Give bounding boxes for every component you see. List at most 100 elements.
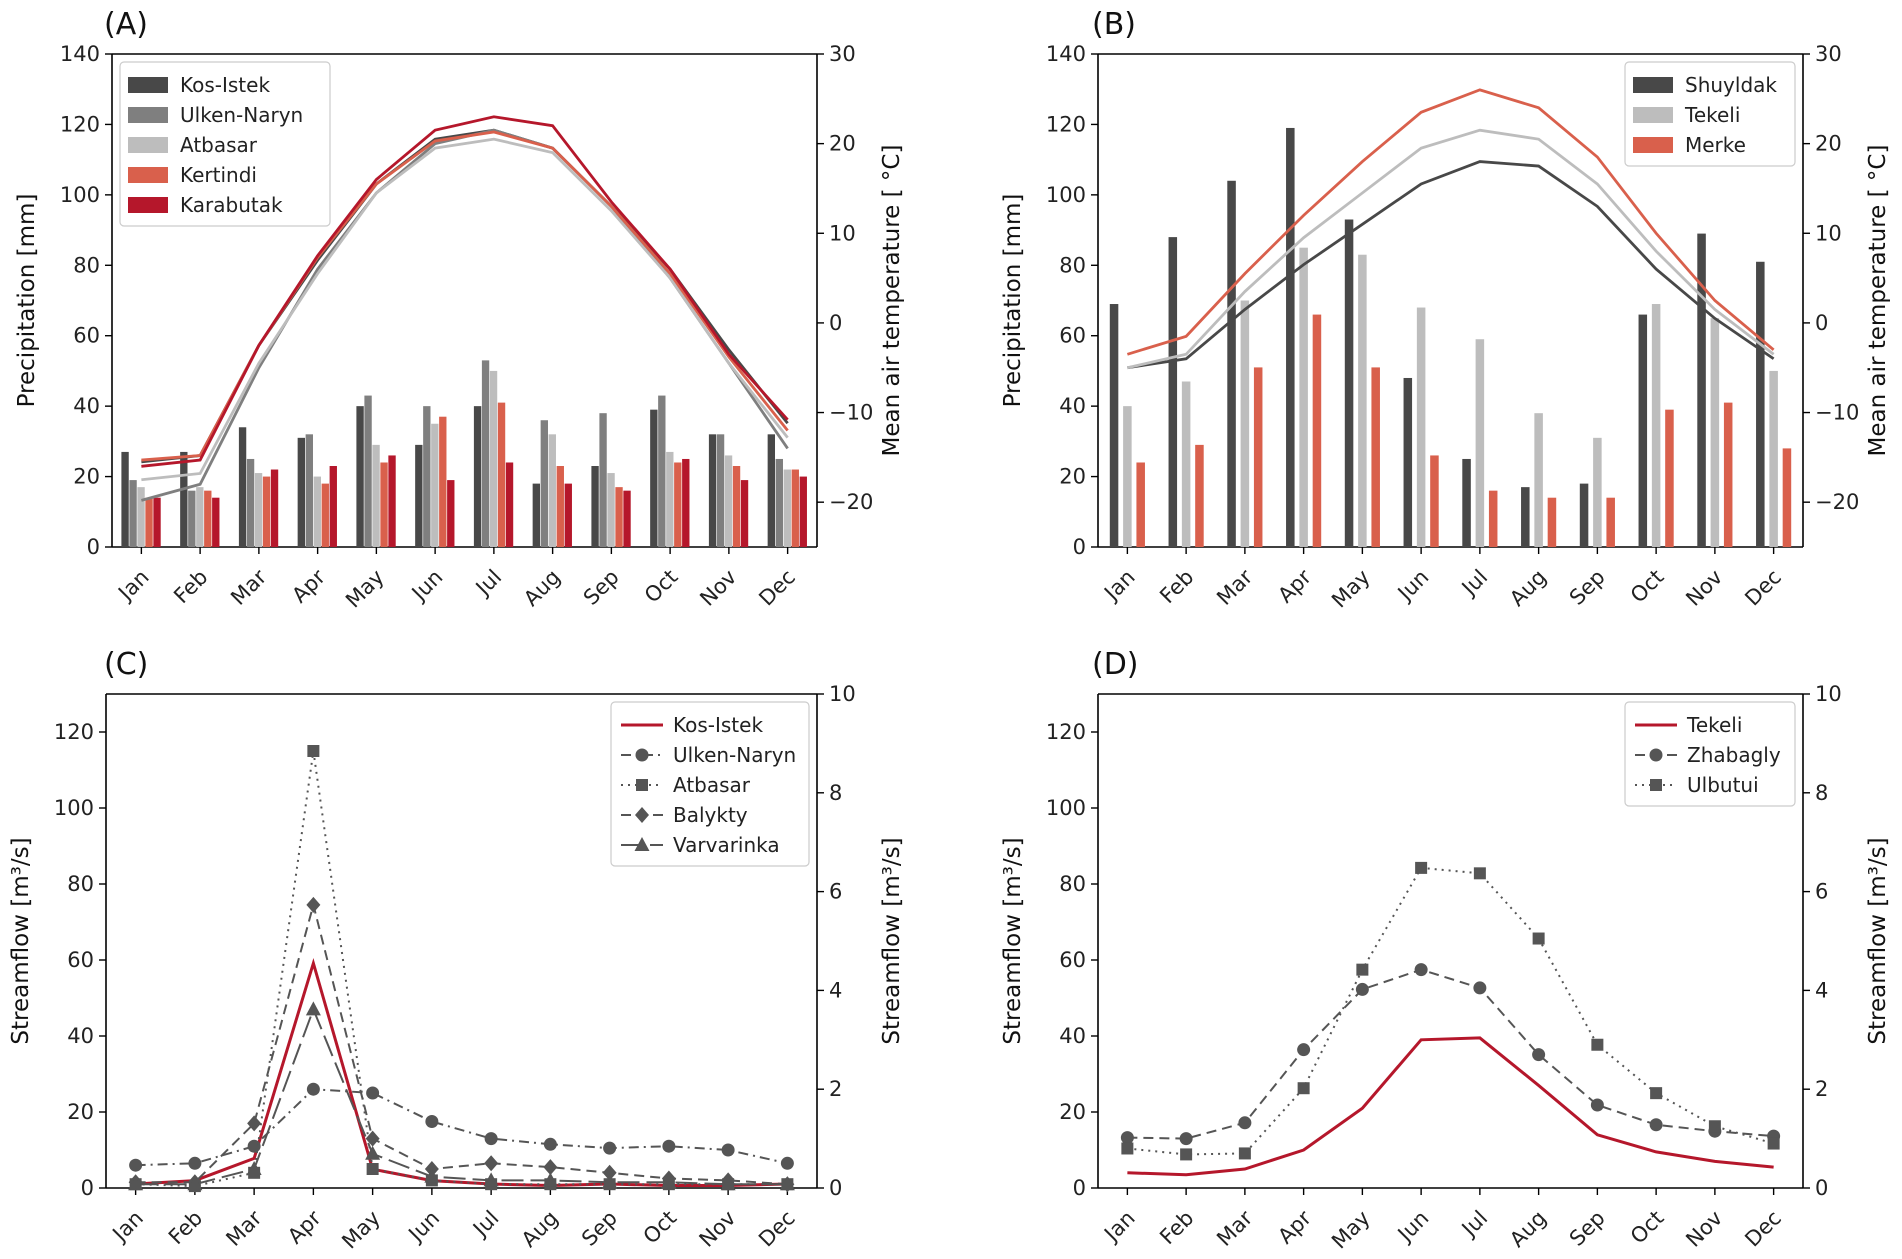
precip-bar bbox=[439, 416, 447, 547]
legend-box bbox=[610, 701, 810, 867]
precip-bar bbox=[540, 420, 548, 547]
y2-tick-label: −10 bbox=[829, 401, 873, 425]
precip-bar bbox=[153, 497, 161, 547]
data-point-marker bbox=[1591, 1038, 1604, 1051]
legend-label: Kos-Istek bbox=[180, 73, 270, 97]
data-point-marker bbox=[1708, 1120, 1721, 1133]
x-tick-label: Mar bbox=[226, 565, 271, 610]
streamflow-line bbox=[135, 1006, 788, 1186]
panel-label: (D) bbox=[1092, 647, 1139, 682]
legend-label: Kos-Istek bbox=[673, 713, 763, 737]
y-tick-label: 120 bbox=[60, 112, 100, 136]
x-tick-label: Sep bbox=[1565, 565, 1610, 610]
legend-marker bbox=[635, 748, 649, 762]
precip-bar bbox=[380, 462, 388, 547]
precip-bar bbox=[548, 434, 556, 547]
temperature-line bbox=[1127, 128, 1775, 370]
data-point-marker bbox=[1238, 1147, 1251, 1160]
data-point-marker bbox=[1415, 861, 1428, 874]
x-tick-label: Nov bbox=[695, 565, 741, 611]
x-tick-label: Mar bbox=[1212, 1206, 1257, 1251]
y-tick-label: 40 bbox=[73, 394, 100, 418]
precip-bar bbox=[1488, 490, 1498, 547]
precip-bar bbox=[415, 444, 423, 547]
legend: Tekeli Zhabagly Ulbutui bbox=[1624, 701, 1796, 807]
precip-bar bbox=[607, 473, 615, 547]
precip-bar bbox=[246, 458, 255, 547]
precip-bar bbox=[313, 476, 321, 547]
y2-tick-label: 0 bbox=[1815, 311, 1828, 335]
y2-tick-label: 20 bbox=[1815, 132, 1842, 156]
x-tick-label: Jul bbox=[467, 1206, 503, 1242]
legend-label: Shuyldak bbox=[1685, 73, 1777, 97]
x-tick-label: Aug bbox=[1505, 565, 1551, 611]
data-point-marker bbox=[424, 1168, 440, 1183]
precip-bar bbox=[767, 434, 776, 547]
x-tick-label: Feb bbox=[1155, 565, 1198, 608]
legend-label: Balykty bbox=[673, 803, 748, 827]
precip-bar bbox=[1416, 307, 1426, 547]
precip-bar bbox=[740, 480, 749, 547]
y2-tick-label: −20 bbox=[829, 490, 873, 514]
precip-bar bbox=[1430, 455, 1439, 547]
precip-bar bbox=[650, 409, 658, 547]
x-tick-label: May bbox=[1327, 1206, 1375, 1254]
y-axis-title: Precipitation [mm] bbox=[14, 194, 40, 408]
data-point-marker bbox=[366, 1163, 379, 1175]
legend-label: Atbasar bbox=[673, 773, 751, 797]
y-tick-label: 60 bbox=[73, 324, 100, 348]
legend-marker bbox=[635, 807, 649, 823]
y-axis-title: Streamflow [m³/s] bbox=[1000, 837, 1026, 1044]
data-point-marker bbox=[365, 1130, 380, 1147]
legend-swatch bbox=[1633, 107, 1673, 123]
data-point-marker bbox=[1355, 982, 1369, 996]
precip-bar bbox=[254, 473, 263, 547]
precip-bar bbox=[329, 466, 337, 547]
legend-marker bbox=[1650, 779, 1662, 791]
y-tick-label: 40 bbox=[1059, 394, 1086, 418]
data-point-marker bbox=[247, 1115, 262, 1132]
legend-label: Kertindi bbox=[180, 163, 257, 187]
precip-bar bbox=[372, 444, 380, 547]
x-tick-label: May bbox=[337, 1206, 385, 1254]
y-tick-label: 0 bbox=[87, 535, 100, 559]
precip-bar bbox=[321, 483, 329, 547]
precip-bar bbox=[775, 458, 783, 547]
precip-bar bbox=[564, 483, 572, 547]
streamflow-line bbox=[135, 900, 788, 1186]
panel-label: (C) bbox=[104, 647, 148, 682]
precip-bar bbox=[716, 434, 725, 547]
data-point-marker bbox=[1297, 1082, 1310, 1095]
y-tick-label: 100 bbox=[54, 796, 94, 820]
streamflow-line bbox=[135, 957, 788, 1188]
legend: Kos-Istek Ulken-Naryn Atbasar Kertindi Karab… bbox=[119, 61, 331, 227]
precip-bar bbox=[188, 490, 196, 547]
precip-bar bbox=[1168, 237, 1178, 547]
precip-bar bbox=[1769, 370, 1778, 547]
y2-tick-label: 10 bbox=[1815, 682, 1842, 706]
data-point-marker bbox=[246, 1161, 262, 1175]
precip-bar bbox=[364, 395, 372, 547]
y-tick-label: 20 bbox=[1059, 1100, 1086, 1124]
precip-bar bbox=[658, 395, 666, 547]
y-axis-title: Precipitation [mm] bbox=[1000, 194, 1026, 408]
x-tick-label: Mar bbox=[1212, 565, 1257, 610]
data-point-marker bbox=[1297, 1043, 1311, 1057]
streamflow-line bbox=[1127, 1036, 1774, 1177]
x-tick-label: Sep bbox=[1565, 1206, 1610, 1251]
x-tick-label: Aug bbox=[1505, 1206, 1551, 1252]
precip-bar bbox=[532, 483, 541, 547]
temperature-line bbox=[1127, 160, 1775, 370]
y2-tick-label: 6 bbox=[1815, 880, 1828, 904]
x-tick-label: Sep bbox=[579, 565, 624, 610]
data-point-marker bbox=[306, 896, 321, 913]
x-tick-label: Oct bbox=[640, 565, 683, 608]
legend-swatch bbox=[1633, 77, 1673, 93]
precip-bar bbox=[297, 437, 306, 547]
y2-tick-label: 6 bbox=[829, 880, 842, 904]
precip-bar bbox=[505, 462, 514, 547]
y-tick-label: 40 bbox=[67, 1024, 94, 1048]
precip-bar bbox=[799, 476, 807, 547]
data-point-marker bbox=[1414, 963, 1428, 977]
